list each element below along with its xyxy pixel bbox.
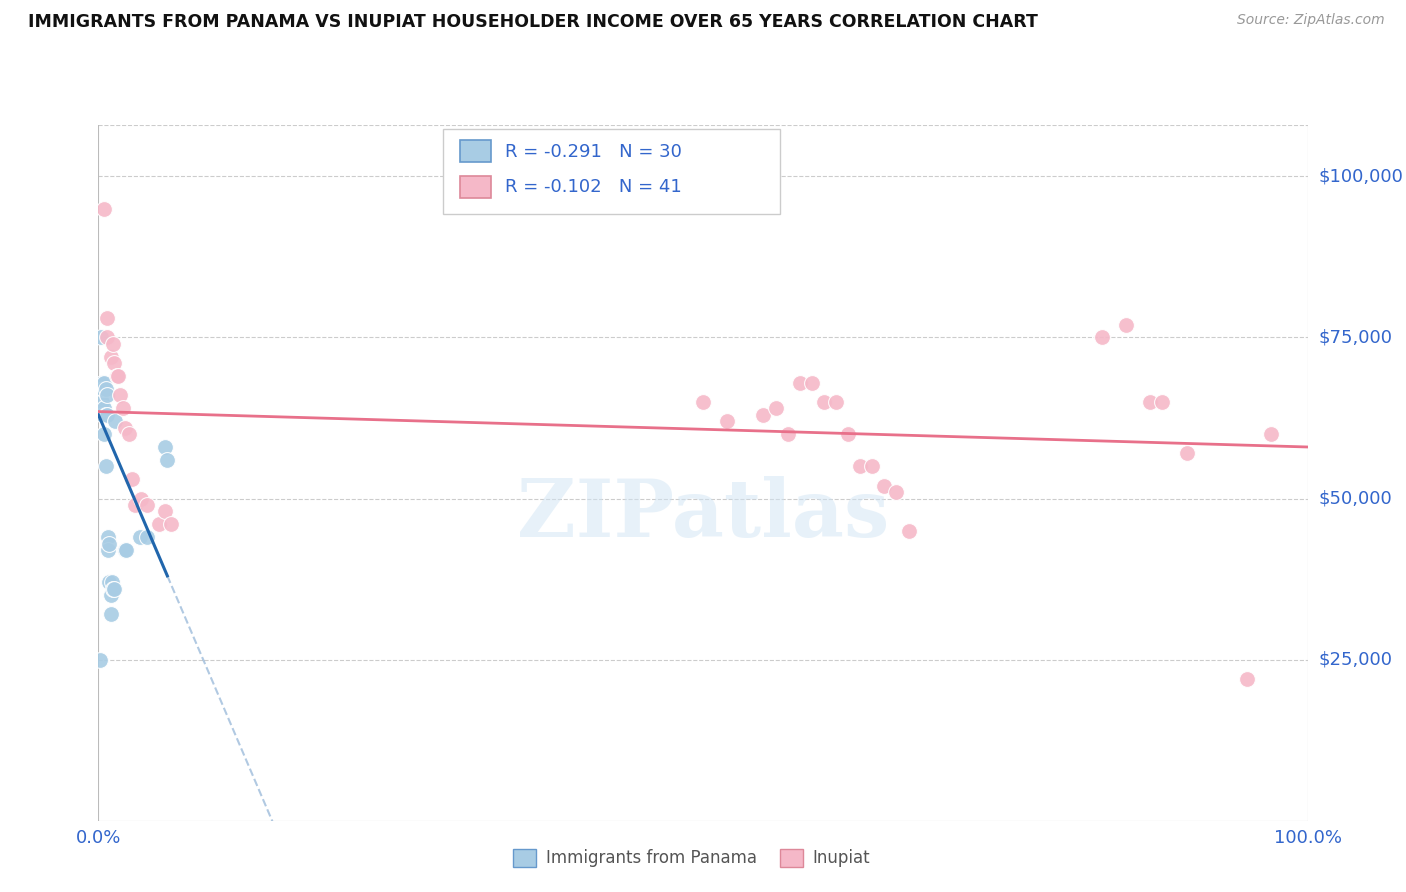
Point	[897, 524, 920, 538]
Text: $25,000: $25,000	[1319, 650, 1393, 669]
Point	[100, 575, 122, 590]
Point	[800, 376, 823, 390]
Point	[752, 408, 775, 422]
Point	[111, 401, 134, 416]
Point	[114, 420, 136, 434]
Point	[886, 485, 908, 500]
Point	[153, 504, 176, 518]
Point	[716, 414, 738, 428]
Point	[105, 369, 128, 384]
Point	[160, 517, 183, 532]
Point	[97, 543, 120, 558]
Point	[118, 427, 141, 442]
Point	[115, 543, 138, 558]
Point	[101, 337, 124, 351]
Text: R = -0.291   N = 30: R = -0.291 N = 30	[505, 143, 682, 161]
Point	[100, 350, 122, 364]
Point	[1139, 395, 1161, 409]
Text: IMMIGRANTS FROM PANAMA VS INUPIAT HOUSEHOLDER INCOME OVER 65 YEARS CORRELATION C: IMMIGRANTS FROM PANAMA VS INUPIAT HOUSEH…	[28, 13, 1038, 31]
Point	[96, 330, 118, 344]
Point	[153, 440, 176, 454]
Point	[860, 459, 883, 474]
Point	[91, 382, 114, 396]
Point	[1175, 446, 1198, 460]
Point	[103, 356, 125, 370]
Point	[98, 575, 121, 590]
Point	[96, 388, 118, 402]
Point	[1091, 330, 1114, 344]
Point	[108, 388, 131, 402]
Point	[103, 582, 125, 596]
Point	[94, 459, 117, 474]
Point	[91, 395, 114, 409]
Text: $100,000: $100,000	[1319, 168, 1403, 186]
Point	[98, 536, 121, 550]
Point	[94, 408, 117, 422]
Point	[135, 498, 157, 512]
Point	[89, 652, 111, 666]
Point	[873, 478, 896, 492]
Point	[776, 427, 799, 442]
Point	[91, 408, 114, 422]
Point	[1152, 395, 1174, 409]
Point	[1260, 427, 1282, 442]
Text: Inupiat: Inupiat	[813, 849, 870, 867]
Point	[100, 588, 122, 602]
Point	[825, 395, 848, 409]
Point	[93, 376, 115, 390]
Point	[100, 607, 122, 622]
Point	[104, 414, 127, 428]
Point	[121, 472, 143, 486]
Point	[129, 491, 152, 506]
Point	[1115, 318, 1137, 332]
Point	[96, 408, 118, 422]
Text: Source: ZipAtlas.com: Source: ZipAtlas.com	[1237, 13, 1385, 28]
Point	[90, 330, 112, 344]
Point	[91, 376, 114, 390]
Point	[789, 376, 811, 390]
Point	[148, 517, 170, 532]
Text: ZIPatlas: ZIPatlas	[517, 475, 889, 554]
Point	[765, 401, 787, 416]
Point	[135, 530, 157, 544]
Text: $75,000: $75,000	[1319, 328, 1393, 346]
Text: Immigrants from Panama: Immigrants from Panama	[546, 849, 756, 867]
Point	[156, 453, 179, 467]
Point	[93, 427, 115, 442]
Point	[114, 543, 136, 558]
Point	[96, 311, 118, 326]
Point	[849, 459, 872, 474]
Point	[93, 401, 115, 416]
Point	[93, 202, 115, 216]
Point	[813, 395, 835, 409]
Point	[94, 382, 117, 396]
Point	[124, 498, 146, 512]
Point	[107, 369, 129, 384]
Point	[97, 530, 120, 544]
Point	[1236, 672, 1258, 686]
Text: R = -0.102   N = 41: R = -0.102 N = 41	[505, 178, 682, 196]
Text: $50,000: $50,000	[1319, 490, 1392, 508]
Point	[128, 530, 150, 544]
Point	[101, 582, 124, 596]
Point	[837, 427, 859, 442]
Point	[692, 395, 714, 409]
